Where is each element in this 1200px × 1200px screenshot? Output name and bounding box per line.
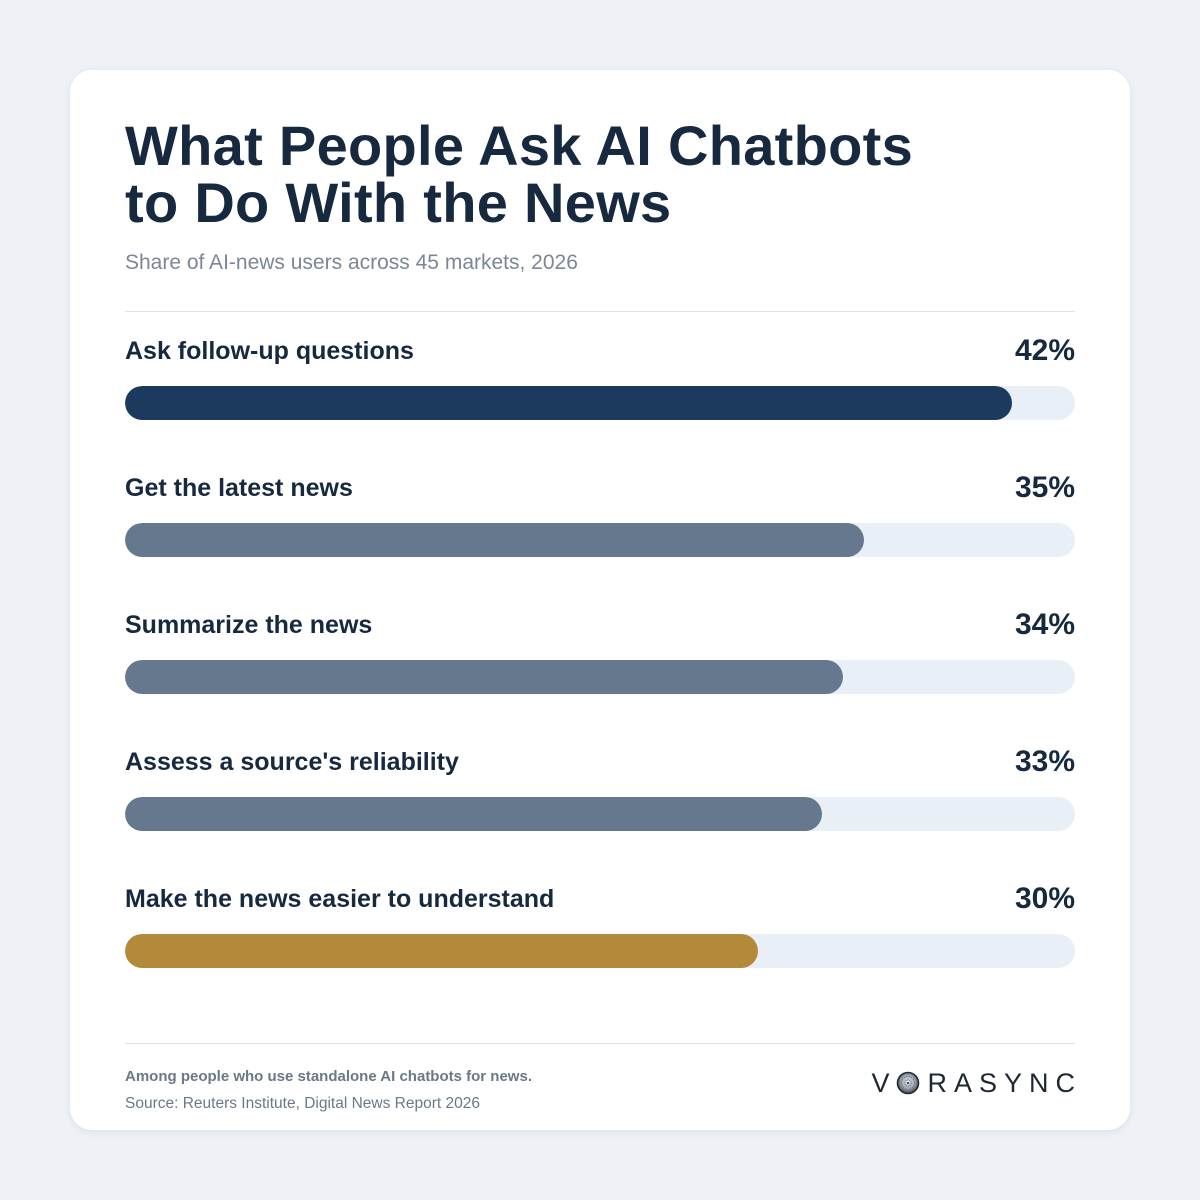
logo-lettering: V xyxy=(871,1068,897,1098)
bar xyxy=(125,386,1012,420)
chart-card: What People Ask AI Chatbots to Do With t… xyxy=(70,70,1130,1130)
bar-track xyxy=(125,934,1075,968)
bar xyxy=(125,523,864,557)
footer-divider xyxy=(125,1043,1075,1044)
chart-subtitle: Share of AI-news users across 45 markets… xyxy=(125,251,578,274)
header-divider xyxy=(125,311,1075,312)
bar-value-label: 34% xyxy=(1014,608,1075,641)
bar-track xyxy=(125,386,1075,420)
bar-row: Make the news easier to understand 30% xyxy=(125,884,1075,968)
source-credit: Source: Reuters Institute, Digital News … xyxy=(125,1095,480,1112)
logo-emblem-icon xyxy=(897,1071,920,1095)
bar-row: Ask follow-up questions 42% xyxy=(125,336,1075,420)
bar-value-label: 30% xyxy=(1014,882,1075,915)
bar-track xyxy=(125,523,1075,557)
bar-track xyxy=(125,797,1075,831)
bar-row: Assess a source's reliability 33% xyxy=(125,747,1075,831)
bar-track xyxy=(125,660,1075,694)
logo-lettering: RASYNC xyxy=(927,1068,1082,1098)
chart-title: What People Ask AI Chatbots to Do With t… xyxy=(125,114,914,234)
footnote: Among people who use standalone AI chatb… xyxy=(125,1068,532,1085)
bar-label: Assess a source's reliability xyxy=(125,748,459,776)
bar-label: Summarize the news xyxy=(125,611,373,639)
bar xyxy=(125,660,843,694)
bar-value-label: 35% xyxy=(1014,471,1075,504)
bar-label: Ask follow-up questions xyxy=(125,337,414,365)
bar-row: Get the latest news 35% xyxy=(125,473,1075,557)
bar-value-label: 33% xyxy=(1014,745,1075,778)
bar-value-label: 42% xyxy=(1014,334,1075,367)
brand-logo: V RASYNC xyxy=(871,1065,1075,1101)
bar-row: Summarize the news 34% xyxy=(125,610,1075,694)
bar xyxy=(125,797,822,831)
bar-chart: Ask follow-up questions 42% Get the latest… xyxy=(125,336,1075,1036)
bar xyxy=(125,934,759,968)
bar-label: Get the latest news xyxy=(125,474,353,502)
bar-label: Make the news easier to understand xyxy=(125,885,555,913)
